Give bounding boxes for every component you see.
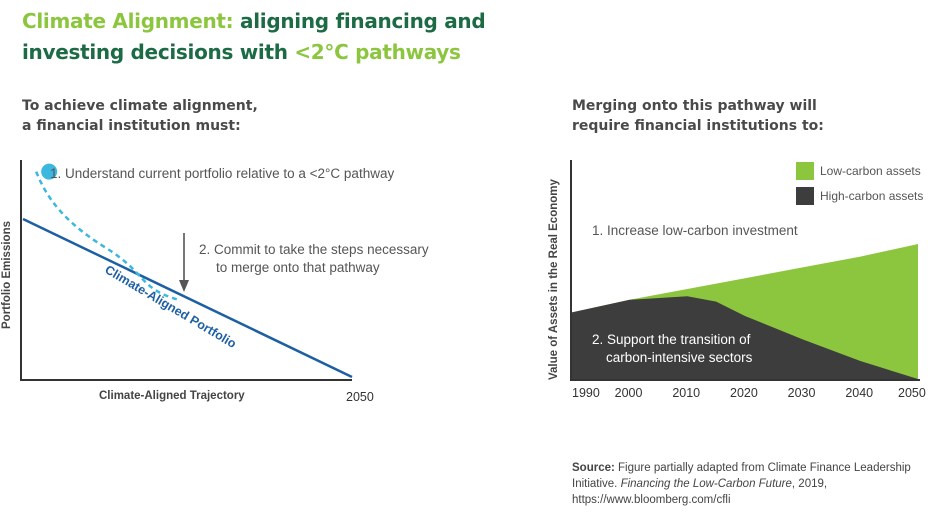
climate-aligned-line: [22, 217, 353, 379]
legend-high-carbon-swatch: [796, 187, 814, 205]
title-line2-start: investing decisions with: [22, 40, 295, 64]
title-line1-rest: aligning financing and: [233, 9, 486, 33]
current-portfolio-dot: [41, 163, 58, 180]
x-tick-label: 1990: [572, 386, 600, 400]
left-x-end-label: 2050: [346, 390, 374, 404]
right-heading: Merging onto this pathway will require f…: [572, 96, 824, 136]
left-heading: To achieve climate alignment, a financia…: [22, 96, 258, 136]
step1-annotation: 1. Understand current portfolio relative…: [50, 166, 395, 181]
x-tick-label: 2000: [614, 386, 643, 400]
legend-low-carbon-label: Low-carbon assets: [820, 164, 921, 178]
x-tick-label: 2040: [845, 386, 874, 400]
source-note: Source: Figure partially adapted from Cl…: [572, 460, 942, 508]
climate-aligned-label: Climate-Aligned Portfolio: [102, 263, 239, 352]
left-y-axis-label: Portfolio Emissions: [1, 221, 13, 329]
source-text2: , 2019, https://www.bloomberg.com/cfli: [572, 478, 828, 506]
merge-arrow-icon: [179, 280, 189, 292]
title-highlight: Climate Alignment:: [22, 9, 234, 33]
right-heading-line2: require financial institutions to:: [572, 118, 824, 134]
high-carbon-area: [572, 296, 918, 379]
left-heading-line1: To achieve climate alignment,: [22, 98, 258, 114]
x-tick-label: 2050: [898, 386, 926, 400]
right-y-axis-label: Value of Assets in the Real Economy: [548, 179, 560, 380]
increase-annotation: 1. Increase low-carbon investment: [592, 223, 798, 238]
step2-annotation-line2: to merge onto that pathway: [216, 260, 380, 275]
source-italic: Financing the Low-Carbon Future: [620, 478, 792, 490]
x-tick-label: 2010: [672, 386, 701, 400]
x-tick-label: 2020: [730, 386, 758, 400]
right-heading-line1: Merging onto this pathway will: [572, 98, 817, 114]
support-annotation-line1: 2. Support the transition of: [592, 332, 751, 347]
x-tick-label: 2030: [787, 386, 816, 400]
step2-annotation-line1: 2. Commit to take the steps necessary: [199, 242, 429, 257]
left-x-axis-label: Climate-Aligned Trajectory: [99, 390, 245, 402]
page-title: Climate Alignment: aligning financing an…: [22, 6, 486, 68]
legend-high-carbon-label: High-carbon assets: [820, 189, 924, 203]
left-heading-line2: a financial institution must:: [22, 118, 241, 134]
title-line2-highlight: <2°C pathways: [294, 40, 461, 64]
source-label: Source:: [572, 462, 615, 474]
current-portfolio-path: [34, 171, 178, 301]
source-text1: Figure partially adapted from Climate Fi…: [572, 462, 911, 490]
legend-low-carbon-swatch: [796, 162, 814, 180]
support-annotation-line2: carbon-intensive sectors: [606, 350, 753, 365]
